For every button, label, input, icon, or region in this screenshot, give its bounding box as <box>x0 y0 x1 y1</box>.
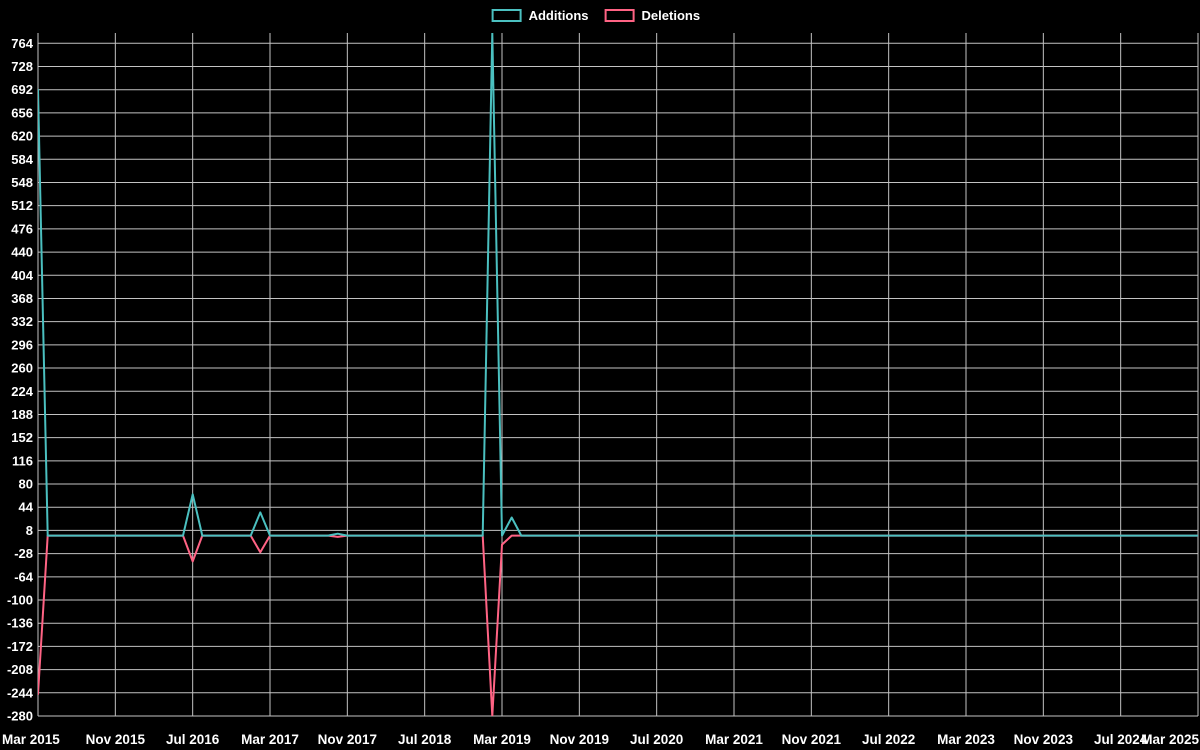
y-tick-label: -244 <box>7 685 34 700</box>
x-tick-label: Mar 2023 <box>937 732 995 747</box>
deletions-swatch-icon <box>604 9 635 22</box>
y-tick-label: 224 <box>11 384 33 399</box>
x-tick-label: Nov 2019 <box>550 732 609 747</box>
y-tick-label: 764 <box>11 36 33 51</box>
chart-legend: Additions Deletions <box>491 8 701 23</box>
y-axis-labels: 764 728 692 656 620 584 548 512 476 440 404 368 332 2… <box>7 36 34 724</box>
x-tick-label: Jul 2022 <box>862 732 915 747</box>
y-tick-label: 512 <box>11 198 33 213</box>
y-tick-label: -172 <box>7 639 33 654</box>
x-tick-label: Mar 2015 <box>2 732 60 747</box>
x-tick-label: Mar 2019 <box>473 732 531 747</box>
x-tick-label: Mar 2025 <box>1141 732 1199 747</box>
additions-legend-label: Additions <box>528 8 589 23</box>
y-tick-label: 8 <box>26 523 33 538</box>
series-deletions-line <box>38 534 1198 716</box>
y-tick-label: 620 <box>11 129 33 144</box>
y-tick-label: 116 <box>12 453 33 468</box>
y-tick-label: -136 <box>7 616 33 631</box>
y-tick-label: -64 <box>14 569 34 584</box>
x-tick-label: Nov 2017 <box>318 732 377 747</box>
x-tick-label: Nov 2023 <box>1014 732 1074 747</box>
x-tick-label: Mar 2017 <box>241 732 299 747</box>
series-additions-line <box>38 33 1198 537</box>
y-tick-label: 656 <box>11 105 33 120</box>
x-tick-label: Nov 2021 <box>782 732 842 747</box>
x-tick-label: Jul 2018 <box>398 732 452 747</box>
x-axis-labels: Mar 2015 Nov 2015 Jul 2016 Mar 2017 Nov 2017… <box>2 732 1199 747</box>
y-tick-label: 44 <box>19 500 34 515</box>
y-tick-label: 584 <box>11 152 33 167</box>
y-tick-label: 152 <box>11 430 33 445</box>
additions-swatch-icon <box>491 9 522 22</box>
y-tick-label: 440 <box>11 245 33 260</box>
y-tick-label: 368 <box>11 291 33 306</box>
y-tick-label: 692 <box>11 82 33 97</box>
x-tick-label: Jul 2024 <box>1094 732 1148 747</box>
x-tick-label: Jul 2016 <box>166 732 220 747</box>
legend-item-additions[interactable]: Additions <box>491 8 589 23</box>
legend-item-deletions[interactable]: Deletions <box>604 8 701 23</box>
x-tick-label: Nov 2015 <box>86 732 146 747</box>
x-tick-label: Jul 2020 <box>630 732 683 747</box>
y-tick-label: 476 <box>11 221 33 236</box>
y-tick-label: -100 <box>7 593 33 608</box>
y-tick-label: 296 <box>11 337 33 352</box>
y-tick-label: -28 <box>14 546 33 561</box>
y-tick-label: -208 <box>7 662 33 677</box>
y-tick-label: 332 <box>11 314 33 329</box>
deletions-legend-label: Deletions <box>641 8 701 23</box>
y-tick-label: 188 <box>11 407 33 422</box>
grid-lines <box>37 33 1199 717</box>
y-tick-label: -280 <box>7 709 33 724</box>
y-tick-label: 260 <box>11 361 33 376</box>
x-tick-label: Mar 2021 <box>705 732 763 747</box>
y-tick-label: 548 <box>11 175 33 190</box>
y-tick-label: 728 <box>11 59 33 74</box>
y-tick-label: 80 <box>19 477 33 492</box>
y-tick-label: 404 <box>11 268 33 283</box>
